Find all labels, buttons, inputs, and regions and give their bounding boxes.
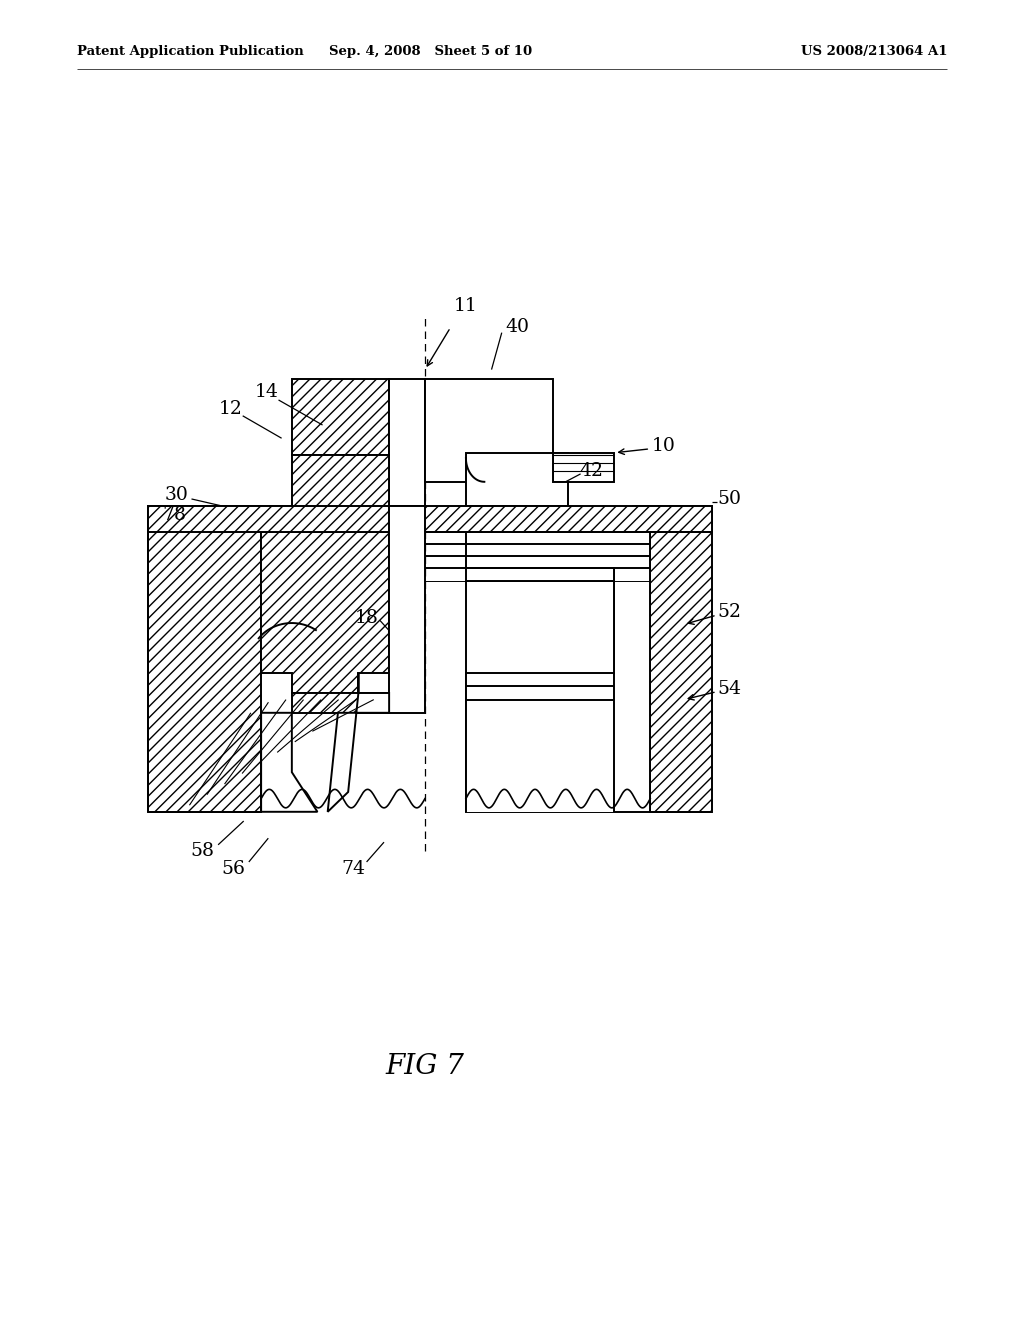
- Bar: [466, 673, 614, 812]
- Bar: [148, 506, 261, 812]
- Text: 10: 10: [651, 437, 676, 455]
- Text: 78: 78: [162, 506, 186, 524]
- Text: US 2008/213064 A1: US 2008/213064 A1: [801, 45, 947, 58]
- Text: 18: 18: [354, 609, 379, 627]
- Polygon shape: [425, 379, 568, 482]
- Polygon shape: [466, 532, 650, 812]
- Text: 12: 12: [218, 400, 243, 418]
- Polygon shape: [261, 455, 389, 532]
- Polygon shape: [261, 713, 317, 812]
- Bar: [389, 379, 425, 506]
- Text: 54: 54: [717, 680, 741, 698]
- Text: 11: 11: [454, 297, 478, 315]
- Bar: [148, 506, 712, 532]
- Text: 30: 30: [164, 486, 188, 504]
- Bar: [389, 506, 425, 713]
- Text: 58: 58: [190, 842, 215, 861]
- Polygon shape: [553, 453, 614, 482]
- Text: Sep. 4, 2008   Sheet 5 of 10: Sep. 4, 2008 Sheet 5 of 10: [329, 45, 531, 58]
- Polygon shape: [261, 532, 389, 693]
- Text: 14: 14: [254, 383, 279, 401]
- Text: 74: 74: [341, 859, 366, 878]
- Polygon shape: [466, 453, 568, 506]
- Polygon shape: [292, 379, 389, 455]
- Polygon shape: [328, 673, 389, 812]
- Text: 50: 50: [717, 490, 741, 508]
- Bar: [292, 693, 389, 713]
- Text: 40: 40: [505, 318, 529, 337]
- Text: 56: 56: [221, 859, 246, 878]
- Text: FIG 7: FIG 7: [385, 1053, 465, 1080]
- Text: 42: 42: [580, 462, 604, 480]
- Bar: [466, 568, 614, 673]
- Text: 52: 52: [717, 603, 741, 622]
- Text: Patent Application Publication: Patent Application Publication: [77, 45, 303, 58]
- Bar: [650, 506, 712, 812]
